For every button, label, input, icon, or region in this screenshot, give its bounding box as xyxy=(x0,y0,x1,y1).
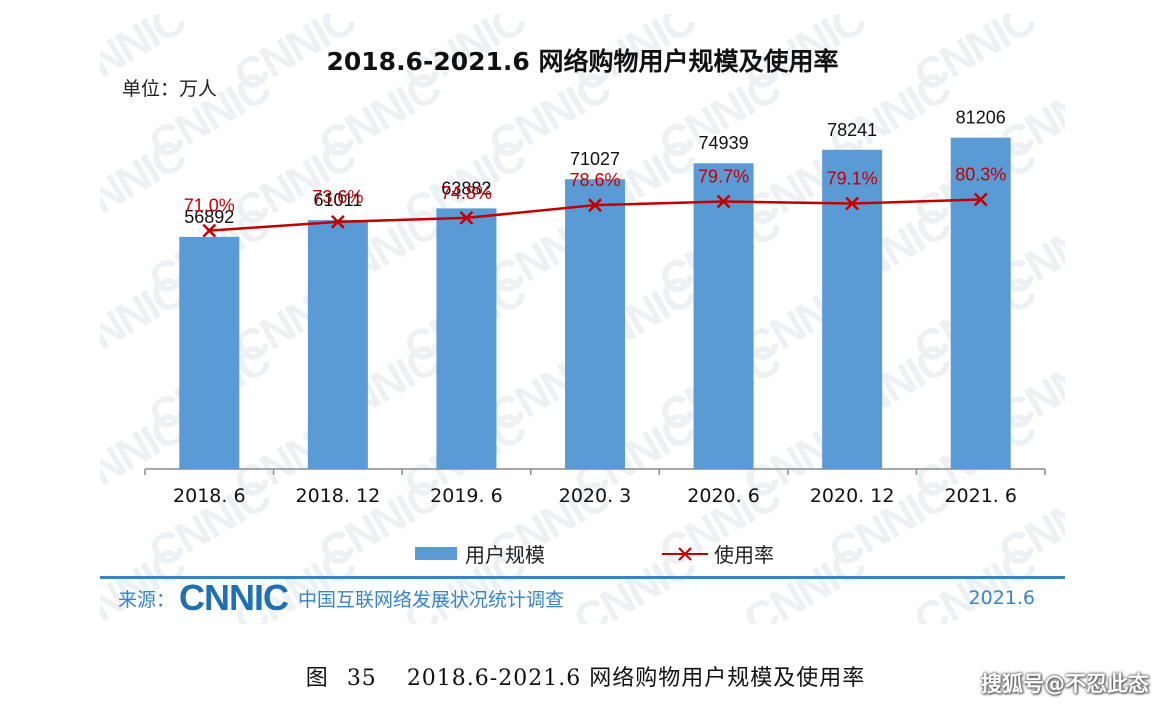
x-tick-label: 2020. 3 xyxy=(559,485,632,507)
bar-6 xyxy=(822,149,883,469)
usage-rate-marker xyxy=(330,215,345,229)
bar-3 xyxy=(436,208,497,469)
source-text: 中国互联网络发展状况统计调查 xyxy=(298,588,565,611)
bar-5 xyxy=(693,163,754,469)
usage-rate-label: 80.3% xyxy=(955,165,1006,185)
usage-rate-marker xyxy=(716,194,731,209)
caption-number: 35 xyxy=(346,666,377,691)
x-tick-label: 2019. 6 xyxy=(430,485,503,507)
bar-value-label: 81206 xyxy=(956,108,1006,128)
x-tick-label: 2018. 6 xyxy=(173,485,246,507)
bar-1 xyxy=(179,236,240,469)
source-credit: 搜狐号@不忍此态 xyxy=(981,672,1149,696)
figure-caption: 图 35 2018.6-2021.6 网络购物用户规模及使用率 xyxy=(0,660,1171,692)
caption-label: 图 xyxy=(305,666,329,691)
bar-value-label: 71027 xyxy=(570,149,620,169)
usage-rate-label: 79.1% xyxy=(827,169,878,189)
bar-4 xyxy=(565,179,625,469)
usage-rate-marker xyxy=(973,192,988,207)
x-tick-label: 2020. 12 xyxy=(810,485,895,507)
usage-rate-label: 73.6% xyxy=(312,187,363,207)
bar-value-label: 74939 xyxy=(699,133,749,153)
x-tick-label: 2018. 12 xyxy=(296,485,381,507)
legend-item-bar: 用户规模 xyxy=(415,539,545,568)
source-divider xyxy=(100,576,1065,579)
x-tick-label: 2020. 6 xyxy=(687,485,760,507)
usage-rate-label: 78.6% xyxy=(569,170,620,190)
source-bar: 来源： CNNIC 中国互联网络发展状况统计调查 2021.6 xyxy=(118,577,1035,618)
legend-label-bar: 用户规模 xyxy=(465,543,545,567)
chart-plot: 56892 2018. 6 61011 2018. 12 63882 2019. 6 710… xyxy=(144,108,1046,507)
chart-title: 2018.6-2021.6 网络购物用户规模及使用率 xyxy=(326,47,839,76)
x-tick-label: 2021. 6 xyxy=(944,485,1017,507)
bar-7 xyxy=(950,137,1011,470)
usage-rate-marker xyxy=(202,223,217,238)
unit-label: 单位：万人 xyxy=(122,78,218,100)
caption-text: 2018.6-2021.6 网络购物用户规模及使用率 xyxy=(406,666,866,691)
bar-2 xyxy=(307,220,368,469)
bar-value-label: 56892 xyxy=(184,207,234,227)
legend-item-line: 使用率 xyxy=(662,539,774,568)
bar-value-label: 63882 xyxy=(441,178,491,198)
legend: 用户规模 使用率 xyxy=(100,539,1065,569)
legend-swatch-bar xyxy=(415,547,457,560)
legend-swatch-line xyxy=(662,546,708,561)
usage-rate-label: 74.8% xyxy=(441,183,492,203)
chart-panel: CNNIC CNNIC CNNIC CNNIC CNNIC CNNIC CNNIC CNNIC… xyxy=(100,14,1065,624)
usage-rate-label: 79.7% xyxy=(698,167,749,187)
source-prefix: 来源： xyxy=(118,588,176,611)
legend-label-line: 使用率 xyxy=(714,543,774,567)
cnnic-logo: CNNIC xyxy=(179,577,289,618)
bar-value-label: 61011 xyxy=(313,190,362,210)
source-date: 2021.6 xyxy=(968,587,1035,609)
bar-value-label: 78241 xyxy=(827,120,877,140)
usage-rate-marker xyxy=(845,196,860,211)
usage-rate-marker xyxy=(459,211,474,225)
usage-rate-marker xyxy=(588,198,602,213)
usage-rate-label: 71.0% xyxy=(184,196,235,216)
